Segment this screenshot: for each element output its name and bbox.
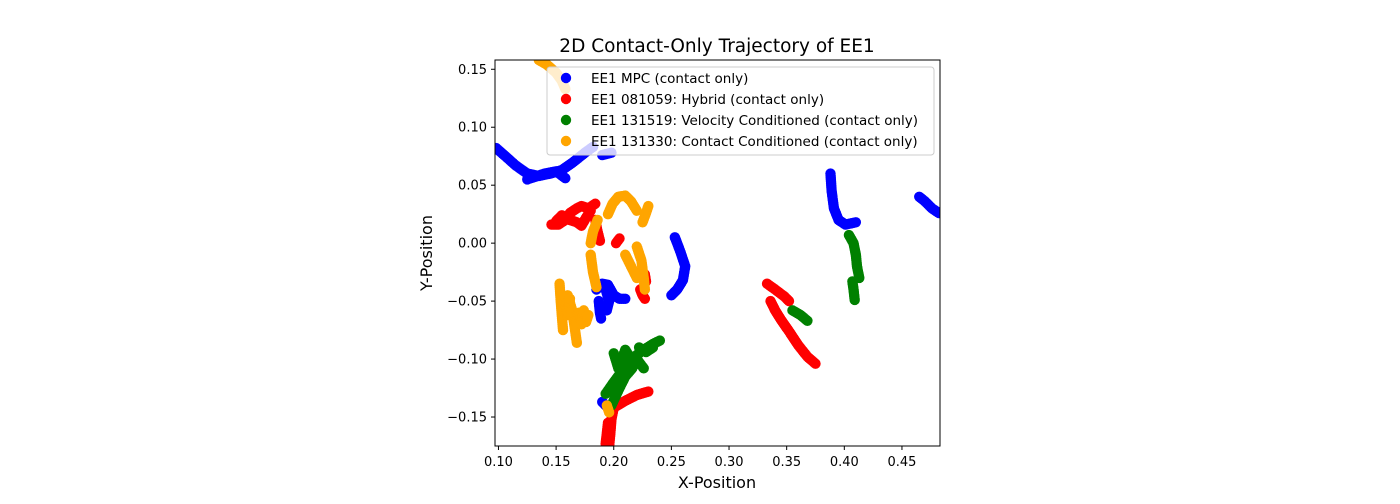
data-point	[638, 363, 649, 374]
legend-marker	[560, 114, 572, 126]
data-point	[601, 305, 613, 316]
data-point	[571, 337, 583, 349]
y-tick-label: 0.15	[458, 63, 487, 78]
series-2	[600, 229, 865, 411]
data-point	[620, 293, 631, 304]
legend-marker	[560, 93, 572, 105]
data-point	[585, 205, 596, 216]
y-tick-label: 0.00	[458, 237, 487, 252]
x-axis-label: X-Position	[678, 473, 756, 492]
y-axis: −0.15 −0.10 −0.05 0.00 0.05 0.10 0.15	[447, 63, 495, 426]
x-tick-label: 0.30	[715, 455, 744, 470]
data-point	[802, 315, 813, 327]
legend-label: EE1 MPC (contact only)	[591, 71, 748, 87]
points-layer	[495, 60, 940, 446]
plot-frame	[494, 59, 941, 447]
data-point	[647, 342, 659, 353]
data-point	[783, 295, 795, 307]
legend-box	[546, 66, 935, 156]
data-point	[643, 200, 654, 212]
x-tick-label: 0.20	[599, 455, 628, 470]
data-point	[849, 294, 860, 306]
x-tick-label: 0.35	[772, 455, 801, 470]
y-tick-label: 0.05	[458, 179, 487, 194]
y-tick-label: 0.10	[458, 121, 487, 136]
data-point	[583, 309, 594, 321]
data-point	[643, 386, 654, 397]
data-point	[592, 214, 603, 226]
x-axis: 0.10 0.15 0.20 0.25 0.30 0.35 0.40 0.45	[484, 446, 916, 470]
y-axis-label: Y-Position	[417, 215, 436, 292]
data-point	[603, 407, 615, 418]
data-point	[557, 324, 569, 336]
legend: EE1 MPC (contact only) EE1 081059: Hybrid…	[546, 66, 935, 156]
x-tick-label: 0.15	[542, 455, 571, 470]
data-point	[594, 235, 606, 247]
data-point	[810, 358, 821, 369]
legend-label: EE1 081059: Hybrid (contact only)	[591, 92, 824, 108]
x-tick-label: 0.25	[657, 455, 686, 470]
data-point	[591, 282, 602, 293]
data-point	[625, 353, 637, 365]
data-point	[564, 293, 576, 304]
data-point	[560, 173, 571, 184]
y-tick-label: −0.05	[447, 295, 487, 310]
data-point	[850, 217, 862, 228]
x-tick-label: 0.10	[484, 455, 513, 470]
x-tick-label: 0.45	[887, 455, 916, 470]
data-point	[639, 293, 651, 304]
legend-label: EE1 131519: Velocity Conditioned (contac…	[591, 113, 918, 129]
data-point	[631, 272, 642, 284]
series-3	[533, 60, 654, 418]
data-point	[933, 207, 940, 219]
data-point	[669, 232, 681, 243]
y-tick-label: −0.15	[447, 411, 487, 426]
series-0	[495, 141, 940, 411]
data-point	[654, 335, 666, 346]
data-point	[595, 313, 607, 324]
chart-title: 2D Contact-Only Trajectory of EE1	[559, 36, 874, 57]
data-point	[631, 205, 642, 216]
data-point	[602, 417, 614, 429]
y-tick-label: −0.10	[447, 353, 487, 368]
x-tick-label: 0.40	[830, 455, 859, 470]
legend-label: EE1 131330: Contact Conditioned (contact…	[591, 134, 918, 150]
data-point	[639, 284, 651, 295]
legend-marker	[560, 72, 572, 84]
legend-marker	[560, 135, 572, 147]
data-point	[614, 233, 625, 244]
